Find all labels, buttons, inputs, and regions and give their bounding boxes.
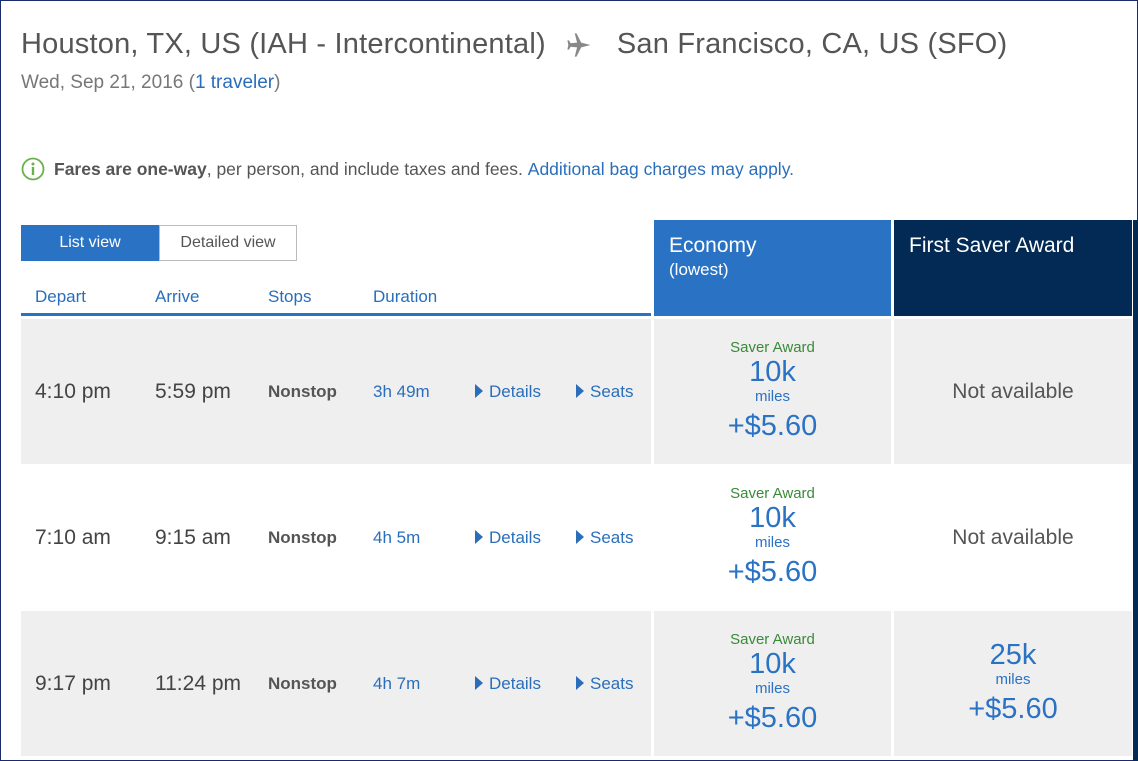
not-available-label: Not available <box>952 525 1074 549</box>
details-label: Details <box>489 381 541 401</box>
arrive-time: 11:24 pm <box>155 671 241 695</box>
header-underline <box>21 313 651 316</box>
details-link[interactable]: Details <box>475 611 541 756</box>
miles-unit: miles <box>995 671 1031 688</box>
list-view-button[interactable]: List view <box>21 225 159 261</box>
miles-value: 10k <box>749 647 796 680</box>
origin-label: Houston, TX, US (IAH - Intercontinental) <box>21 28 546 60</box>
caret-right-icon <box>475 383 483 398</box>
caret-right-icon <box>475 529 483 544</box>
stops-label: Nonstop <box>268 527 337 547</box>
details-label: Details <box>489 673 541 693</box>
seats-link[interactable]: Seats <box>576 465 633 610</box>
saver-award-label: Saver Award <box>730 630 815 648</box>
economy-title: Economy <box>669 234 757 257</box>
duration-label: 3h 49m <box>373 381 430 401</box>
economy-fare[interactable]: Saver Award 10k miles +$5.60 <box>654 611 891 756</box>
arrive-time: 9:15 am <box>155 525 231 549</box>
flight-row: 4:10 pm 5:59 pm Nonstop 3h 49m Details S… <box>21 319 651 464</box>
miles-value: 10k <box>749 501 796 534</box>
duration-label: 4h 7m <box>373 673 421 693</box>
first-column-header[interactable]: First Saver Award <box>894 220 1132 316</box>
travelers-link[interactable]: 1 traveler <box>194 72 275 93</box>
first-fare: Not available <box>894 319 1132 464</box>
tax-amount: +$5.60 <box>727 555 818 588</box>
airplane-icon <box>567 32 591 57</box>
detailed-view-button[interactable]: Detailed view <box>159 225 297 261</box>
saver-award-label: Saver Award <box>730 484 815 502</box>
depart-time: 7:10 am <box>35 525 111 549</box>
first-fare: Not available <box>894 465 1132 610</box>
caret-right-icon <box>576 383 584 398</box>
notice-text: , per person, and include taxes and fees… <box>206 158 523 179</box>
destination-label: San Francisco, CA, US (SFO) <box>616 28 1008 60</box>
economy-fare[interactable]: Saver Award 10k miles +$5.60 <box>654 319 891 464</box>
details-label: Details <box>489 527 541 547</box>
seats-label: Seats <box>590 527 634 547</box>
depart-time: 4:10 pm <box>35 379 111 403</box>
depart-time: 9:17 pm <box>35 671 111 695</box>
first-title: First Saver Award <box>909 234 1075 257</box>
route-title: Houston, TX, US (IAH - Intercontinental)… <box>21 28 1007 61</box>
tax-amount: +$5.60 <box>727 701 818 734</box>
duration-label: 4h 5m <box>373 527 421 547</box>
arrive-time: 5:59 pm <box>155 379 231 403</box>
miles-unit: miles <box>754 533 790 551</box>
stops-label: Nonstop <box>268 381 337 401</box>
miles-value: 25k <box>989 639 1037 671</box>
details-link[interactable]: Details <box>475 319 541 464</box>
seats-label: Seats <box>590 673 634 693</box>
fare-notice: Fares are one-way , per person, and incl… <box>21 157 794 181</box>
seats-link[interactable]: Seats <box>576 319 633 464</box>
first-fare[interactable]: 25k miles +$5.60 <box>894 611 1132 756</box>
caret-right-icon <box>576 529 584 544</box>
travel-date: Wed, Sep 21, 2016 <box>21 72 184 93</box>
next-column-edge <box>1133 220 1138 761</box>
flight-row: 9:17 pm 11:24 pm Nonstop 4h 7m Details S… <box>21 611 651 756</box>
not-available-label: Not available <box>952 379 1074 403</box>
sort-depart[interactable]: Depart <box>35 287 87 306</box>
flight-row: 7:10 am 9:15 am Nonstop 4h 5m Details Se… <box>21 465 651 610</box>
economy-fare[interactable]: Saver Award 10k miles +$5.60 <box>654 465 891 610</box>
saver-award-label: Saver Award <box>730 338 815 356</box>
miles-unit: miles <box>754 387 790 405</box>
info-icon <box>21 157 45 181</box>
miles-unit: miles <box>754 679 790 697</box>
seats-link[interactable]: Seats <box>576 611 633 756</box>
details-link[interactable]: Details <box>475 465 541 610</box>
sort-stops[interactable]: Stops <box>268 287 312 306</box>
stops-label: Nonstop <box>268 673 337 693</box>
caret-right-icon <box>475 675 483 690</box>
seats-label: Seats <box>590 381 634 401</box>
tax-amount: +$5.60 <box>968 693 1058 725</box>
sort-arrive[interactable]: Arrive <box>155 287 200 306</box>
sort-duration[interactable]: Duration <box>373 287 438 306</box>
economy-subtitle: (lowest) <box>669 260 729 279</box>
miles-value: 10k <box>749 355 796 388</box>
notice-bold: Fares are one-way <box>54 158 207 179</box>
trip-subtitle: Wed, Sep 21, 2016 (1 traveler) <box>21 72 281 93</box>
caret-right-icon <box>576 675 584 690</box>
tax-amount: +$5.60 <box>727 409 818 442</box>
economy-column-header[interactable]: Economy (lowest) <box>654 220 891 316</box>
bag-charges-link[interactable]: Additional bag charges may apply. <box>527 158 795 179</box>
